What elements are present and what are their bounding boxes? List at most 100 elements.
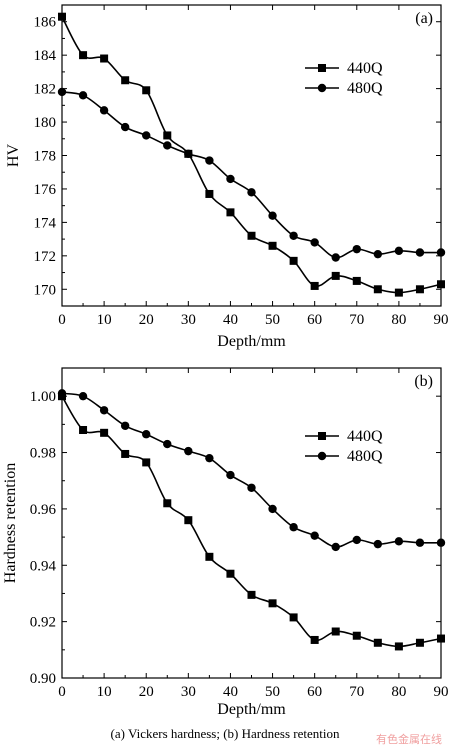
data-point-480Q	[331, 253, 340, 262]
data-point-480Q	[415, 538, 425, 547]
x-tick-label: 10	[97, 684, 112, 700]
data-point-480Q	[184, 149, 193, 159]
data-point-480Q	[268, 211, 277, 220]
data-point-480Q	[415, 248, 425, 257]
data-point-440Q	[394, 642, 403, 651]
data-point-480Q	[163, 141, 172, 150]
data-point-440Q	[142, 86, 151, 95]
data-point-440Q	[373, 638, 382, 647]
y-tick-label: 0.96	[30, 502, 57, 518]
x-tick-label: 20	[139, 684, 154, 700]
data-point-480Q	[373, 539, 383, 549]
legend-label-440Q: 440Q	[347, 60, 383, 77]
data-point-480Q	[120, 122, 130, 132]
data-point-480Q	[310, 531, 319, 540]
data-point-440Q	[247, 590, 256, 599]
chart-panel-b: 0 10 20 30 40 50 60 70 80 90 0.90 0.92 0.94 0.96 0.98 1…	[2, 367, 449, 718]
x-tick-label: 70	[349, 684, 364, 700]
data-point-440Q	[142, 458, 151, 467]
x-tick-label: 0	[58, 312, 66, 328]
data-point-480Q	[120, 421, 130, 430]
legend-marker-440Q	[318, 64, 326, 72]
data-point-440Q	[289, 613, 298, 622]
x-tick-label: 50	[265, 312, 280, 328]
data-point-480Q	[352, 244, 361, 254]
data-point-480Q	[394, 246, 404, 256]
data-point-440Q	[268, 599, 277, 608]
data-point-440Q	[373, 285, 382, 294]
y-tick-label: 178	[34, 149, 57, 165]
data-point-440Q	[331, 627, 340, 636]
x-tick-label: 40	[223, 312, 238, 328]
x-tick-label: 40	[223, 684, 238, 700]
data-point-440Q	[331, 271, 340, 280]
data-point-480Q	[205, 453, 214, 463]
plot-frame	[61, 367, 442, 679]
data-point-480Q	[373, 249, 383, 259]
y-tick-label: 172	[34, 249, 57, 265]
data-point-480Q	[205, 156, 214, 165]
x-tick-label: 50	[265, 684, 280, 700]
legend-marker-480Q	[317, 451, 327, 461]
x-tick-label: 70	[349, 312, 364, 328]
x-tick-label: 80	[391, 684, 406, 700]
data-point-480Q	[57, 87, 67, 97]
x-tick-label: 80	[391, 312, 406, 328]
x-axis-label: Depth/mm	[217, 333, 286, 350]
data-point-480Q	[226, 174, 235, 184]
y-tick-label: 170	[34, 282, 57, 298]
data-point-480Q	[226, 470, 235, 480]
panel-label: (b)	[414, 373, 433, 390]
legend-label-480Q: 480Q	[347, 448, 383, 465]
y-axis-label: Hardness retention	[2, 463, 19, 583]
data-point-480Q	[310, 238, 319, 247]
data-point-480Q	[78, 391, 88, 401]
x-tick-label: 0	[58, 684, 66, 700]
data-point-440Q	[437, 634, 445, 643]
data-point-440Q	[205, 189, 214, 198]
panel-label: (a)	[415, 10, 433, 27]
data-point-480Q	[352, 535, 361, 545]
x-tick-label: 60	[307, 684, 322, 700]
data-point-440Q	[289, 256, 298, 265]
data-point-480Q	[247, 483, 256, 492]
chart-panel-a: 0 10 20 30 40 50 60 70 80 90 170 172 174 176 178 180 182…	[5, 4, 449, 350]
x-tick-label: 30	[181, 312, 196, 328]
x-tick-label: 20	[139, 312, 154, 328]
y-tick-label: 174	[34, 215, 57, 231]
data-point-480Q	[289, 523, 298, 532]
data-point-480Q	[184, 446, 193, 456]
y-tick-label: 186	[34, 15, 57, 31]
data-point-440Q	[163, 499, 172, 508]
data-point-480Q	[57, 389, 67, 398]
y-axis-label: HV	[5, 144, 22, 168]
data-point-480Q	[142, 430, 151, 439]
data-point-440Q	[205, 552, 214, 561]
y-tick-label: 0.94	[30, 558, 57, 574]
data-point-440Q	[310, 635, 319, 644]
data-point-440Q	[163, 131, 172, 140]
data-point-480Q	[436, 538, 446, 547]
y-tick-label: 180	[34, 115, 57, 131]
x-tick-label: 30	[181, 684, 196, 700]
x-axis-label: Depth/mm	[217, 701, 286, 718]
plot-frame	[61, 4, 442, 307]
x-tick-label: 60	[307, 312, 322, 328]
legend-label-480Q: 480Q	[347, 80, 383, 97]
data-point-480Q	[247, 188, 256, 197]
y-tick-label: 182	[34, 82, 57, 98]
watermark: 有色金属在线	[376, 733, 442, 746]
data-point-440Q	[79, 426, 88, 434]
data-point-440Q	[268, 241, 277, 250]
data-point-440Q	[415, 285, 424, 294]
data-point-480Q	[436, 248, 446, 257]
data-point-480Q	[78, 91, 88, 100]
data-point-480Q	[331, 542, 340, 552]
x-tick-label: 90	[434, 684, 449, 700]
data-point-480Q	[99, 106, 109, 115]
data-point-480Q	[99, 406, 109, 415]
y-tick-label: 184	[34, 48, 57, 64]
data-point-440Q	[226, 208, 235, 217]
series-line-440Q	[61, 16, 442, 294]
